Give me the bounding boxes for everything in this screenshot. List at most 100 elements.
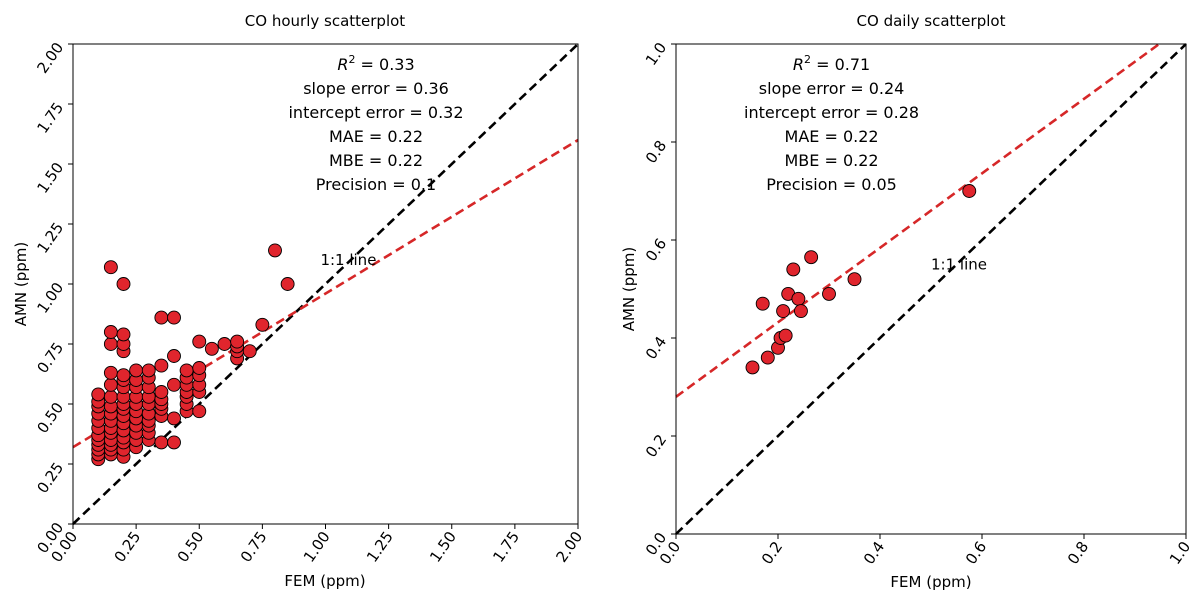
intercept-error-text: intercept error = 0.28 [744,103,919,122]
intercept-error-text: intercept error = 0.32 [288,103,463,122]
mae-text: MAE = 0.22 [785,127,879,146]
x-tick-label: 2.00 [552,528,586,566]
data-point [167,349,181,363]
data-points [91,243,295,467]
data-point [103,337,118,351]
x-tick-label: 0.4 [860,538,888,568]
stats-annotation: R2 = 0.33 slope error = 0.36 intercept err… [288,53,463,194]
hourly-chart-panel: CO hourly scatterplot 0.00 0.25 0.50 0.75 1.… [12,12,586,590]
data-point [116,277,131,291]
y-tick-label: 0.6 [642,235,670,265]
x-tick-label: 0.50 [174,528,208,566]
mae-text: MAE = 0.22 [329,127,423,146]
data-point [154,358,169,373]
plot-frame [675,43,1187,535]
data-point [822,286,836,301]
data-point [129,363,144,378]
x-tick-label: 1.75 [489,528,523,566]
y-tick-label: 1.75 [33,99,67,137]
data-points [745,184,977,375]
data-point [204,341,219,356]
data-point [154,385,169,399]
mbe-text: MBE = 0.22 [329,151,423,170]
data-point [116,368,131,383]
slope-error-text: slope error = 0.24 [759,79,905,98]
data-point [167,435,181,450]
data-point [745,360,760,375]
data-point [847,272,862,287]
data-point [103,389,118,404]
data-point [268,243,282,258]
y-tick-label: 0.2 [642,431,670,461]
mbe-text: MBE = 0.22 [785,151,879,170]
data-point [192,404,207,419]
stats-annotation: R2 = 0.71 slope error = 0.24 intercept err… [744,53,919,194]
data-point [103,377,118,392]
data-point [255,317,270,332]
data-point [778,328,793,343]
y-tick-label: 0.8 [642,137,670,167]
x-tick-label: 1.0 [1166,538,1194,568]
y-tick-label: 0.4 [642,333,670,363]
chart-title: CO daily scatterplot [857,12,1006,30]
r-squared-text: R2 = 0.33 [337,53,414,74]
data-point [794,304,808,318]
y-tick-label: 1.00 [33,279,67,317]
x-tick-label: 1.00 [300,528,334,566]
data-point [103,365,118,380]
one-to-one-label: 1:1 line [320,251,376,269]
x-tick-label: 0.75 [237,528,271,566]
precision-text: Precision = 0.1 [316,175,436,194]
x-axis-label: FEM (ppm) [284,572,365,590]
y-tick-label: 0.50 [33,399,67,437]
y-tick-label: 1.0 [642,39,670,69]
y-tick-label: 0.75 [33,339,67,377]
daily-chart-panel: CO daily scatterplot 0.0 0.2 0.4 0.6 0.8 1.00… [620,12,1194,591]
y-axis-label: AMN (ppm) [12,242,30,327]
data-point [167,411,181,426]
y-tick-label: 1.25 [33,219,67,257]
plot-frame [72,43,579,525]
data-point [167,377,181,392]
one-to-one-label: 1:1 line [931,255,987,273]
data-point [91,387,106,402]
fit-line [675,42,1160,398]
data-point [179,363,194,378]
x-axis-label: FEM (ppm) [890,573,971,591]
slope-error-text: slope error = 0.36 [303,79,449,98]
data-point [192,361,207,375]
data-point [192,334,207,349]
data-point [791,291,806,306]
data-point [103,260,118,275]
x-tick-label: 0.25 [110,528,144,566]
data-point [103,325,118,339]
data-point [141,363,156,378]
x-tick-label: 0.2 [758,538,786,568]
y-axis-label: AMN (ppm) [620,247,638,332]
data-point [154,435,169,450]
x-tick-label: 1.50 [426,528,460,566]
data-point [786,262,801,277]
reference-lines [675,42,1187,535]
data-point [776,304,791,318]
data-point [217,337,232,351]
precision-text: Precision = 0.05 [766,175,897,194]
one-to-one-line [675,43,1187,535]
data-point [760,350,775,365]
x-tick-label: 0.6 [962,538,990,568]
data-point [280,277,295,291]
data-point [230,334,245,349]
y-tick-label: 2.00 [33,39,67,77]
y-tick-label: 0.25 [33,459,67,497]
data-point [242,344,257,359]
x-tick-label: 0.8 [1064,538,1092,568]
data-point [154,310,169,325]
data-point [116,327,131,342]
data-point [962,184,977,198]
chart-title: CO hourly scatterplot [245,12,405,30]
r-squared-text: R2 = 0.71 [793,53,870,74]
x-tick-label: 1.25 [363,528,397,566]
y-tick-label: 1.50 [33,159,67,197]
data-point [804,250,819,265]
